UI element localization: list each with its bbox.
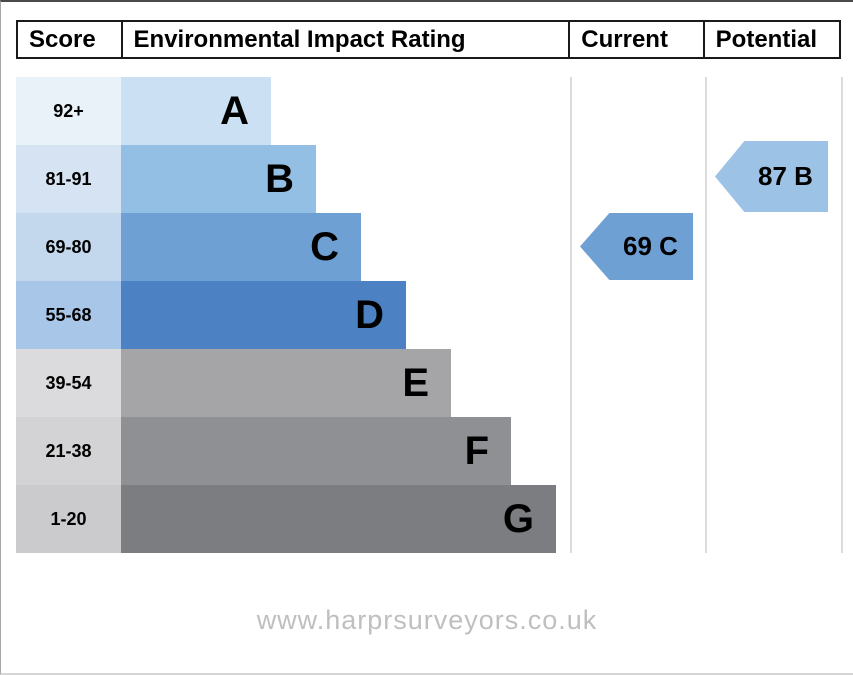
band-row-c: 69-80 C	[16, 213, 571, 281]
band-bar-c: C	[121, 213, 361, 281]
chart-header-row: Score Environmental Impact Rating Curren…	[16, 20, 841, 59]
band-row-f: 21-38 F	[16, 417, 571, 485]
band-score-label-c: 69-80	[16, 213, 121, 281]
band-bar-a: A	[121, 77, 271, 145]
current-rating-arrow: 69 C	[580, 213, 693, 280]
band-score-label-g: 1-20	[16, 485, 121, 553]
potential-rating-label: 87 B	[758, 161, 813, 191]
band-row-e: 39-54 E	[16, 349, 571, 417]
header-current: Current	[570, 22, 705, 57]
current-column-left-divider	[570, 77, 572, 553]
band-row-d: 55-68 D	[16, 281, 571, 349]
band-row-b: 81-91 B	[16, 145, 571, 213]
band-bar-e: E	[121, 349, 451, 417]
potential-column-left-divider	[705, 77, 707, 553]
band-score-label-e: 39-54	[16, 349, 121, 417]
header-score: Score	[18, 22, 123, 57]
band-score-label-b: 81-91	[16, 145, 121, 213]
potential-rating-arrow: 87 B	[715, 141, 828, 212]
band-bar-d: D	[121, 281, 406, 349]
band-score-label-a: 92+	[16, 77, 121, 145]
header-environmental-impact-rating: Environmental Impact Rating	[123, 22, 571, 57]
band-score-label-d: 55-68	[16, 281, 121, 349]
band-bar-f: F	[121, 417, 511, 485]
rating-rows: 92+ A 81-91 B 69-80 C 55-68 D 39-54 E 21-38 F 1-20 G	[16, 77, 571, 553]
band-bar-g: G	[121, 485, 556, 553]
current-rating-label: 69 C	[623, 231, 678, 261]
band-row-g: 1-20 G	[16, 485, 571, 553]
band-bar-b: B	[121, 145, 316, 213]
header-potential: Potential	[715, 25, 817, 53]
band-row-a: 92+ A	[16, 77, 571, 145]
surveyor-website-text: www.harprsurveyors.co.uk	[256, 605, 598, 635]
potential-column-right-divider	[841, 77, 843, 553]
band-score-label-f: 21-38	[16, 417, 121, 485]
